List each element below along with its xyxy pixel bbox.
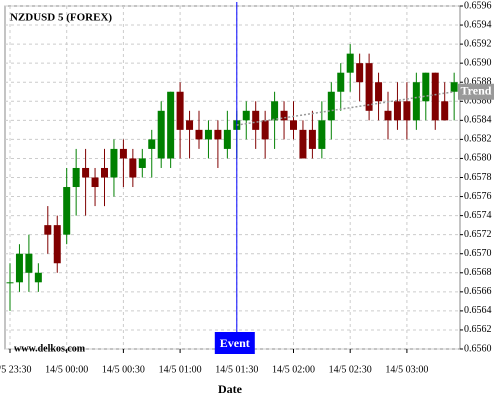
chart-title: NZDUSD 5 (FOREX) [10,12,112,24]
candle-body [290,120,297,130]
candle-body [223,129,231,149]
candle-body [44,225,52,235]
candle-body [412,82,420,121]
candle-body [34,272,42,283]
y-tick-label: 0.6588 [464,77,492,88]
candle-body [337,72,345,92]
candle-body [129,158,137,178]
x-tick-label: 14/5 02:30 [329,364,372,375]
y-tick-label: 0.6594 [464,19,492,30]
candle-body [82,167,90,178]
candle-body [280,110,288,121]
candle-body [6,282,14,284]
candle-body [101,167,108,178]
candle-body [138,158,146,168]
candle-body [365,63,373,111]
x-tick-label: 14/5 00:30 [102,364,145,375]
x-tick-label: 14/5 03:00 [385,364,428,375]
y-tick-label: 0.6584 [464,115,492,126]
candle-body [25,253,33,273]
candle-body [375,82,383,102]
candle-body [384,110,392,121]
y-tick-label: 0.6576 [464,191,492,202]
x-axis-label: Date [218,382,243,396]
y-tick-label: 0.6568 [464,267,492,278]
candle-body [15,253,23,283]
x-tick-label: 14/5 01:00 [159,364,202,375]
candle-body [110,148,118,178]
event-label: Event [220,336,250,350]
candle-body [431,72,439,121]
candle-body [403,101,411,121]
candle-body [242,110,250,121]
candle-body [119,148,127,159]
candle-body [327,91,335,121]
x-tick-label: 13/5 23:30 [0,364,32,375]
candle-body [252,110,260,130]
x-tick-label: 14/5 00:00 [45,364,88,375]
candle-body [53,225,61,264]
candle-body [214,129,222,140]
candle-body [186,120,194,130]
y-tick-label: 0.6578 [464,172,492,183]
candle-body [148,139,156,149]
candle-body [176,91,184,130]
candle-body [450,82,458,92]
x-tick-label: 14/5 01:30 [215,364,258,375]
event-label-box [214,332,255,354]
candle-body [308,129,316,149]
y-tick-label: 0.6590 [464,57,492,68]
candle-body [422,72,430,102]
trend-line [236,91,455,126]
candle-body [157,110,165,159]
candle-body [393,101,401,121]
y-tick-label: 0.6562 [464,324,492,335]
candle-body [346,53,354,73]
candle-body [91,177,99,188]
trend-label: Trend [461,84,492,98]
watermark: www.delkos.com [14,343,86,354]
y-tick-label: 0.6566 [464,286,492,297]
y-tick-label: 0.6570 [464,248,492,259]
x-tick-label: 14/5 02:00 [272,364,315,375]
y-tick-label: 0.6592 [464,38,492,49]
y-tick-label: 0.6582 [464,134,492,145]
candle-body [356,63,364,83]
y-tick-label: 0.6586 [464,96,492,107]
candle-body [441,101,449,121]
candle-body [63,187,71,235]
y-tick-label: 0.6596 [464,0,492,11]
y-tick-label: 0.6580 [464,153,492,164]
candle-body [204,129,212,140]
candle-body [299,129,307,159]
y-tick-label: 0.6572 [464,229,492,240]
y-tick-label: 0.6564 [464,305,492,316]
candle-body [271,101,279,121]
candle-body [72,167,80,188]
candle-body [167,91,175,159]
y-tick-label: 0.6560 [464,343,492,354]
candle-body [261,120,269,140]
y-tick-label: 0.6574 [464,210,492,221]
candle-body [195,129,203,140]
trend-label-box [458,83,494,100]
candle-body [318,120,326,149]
